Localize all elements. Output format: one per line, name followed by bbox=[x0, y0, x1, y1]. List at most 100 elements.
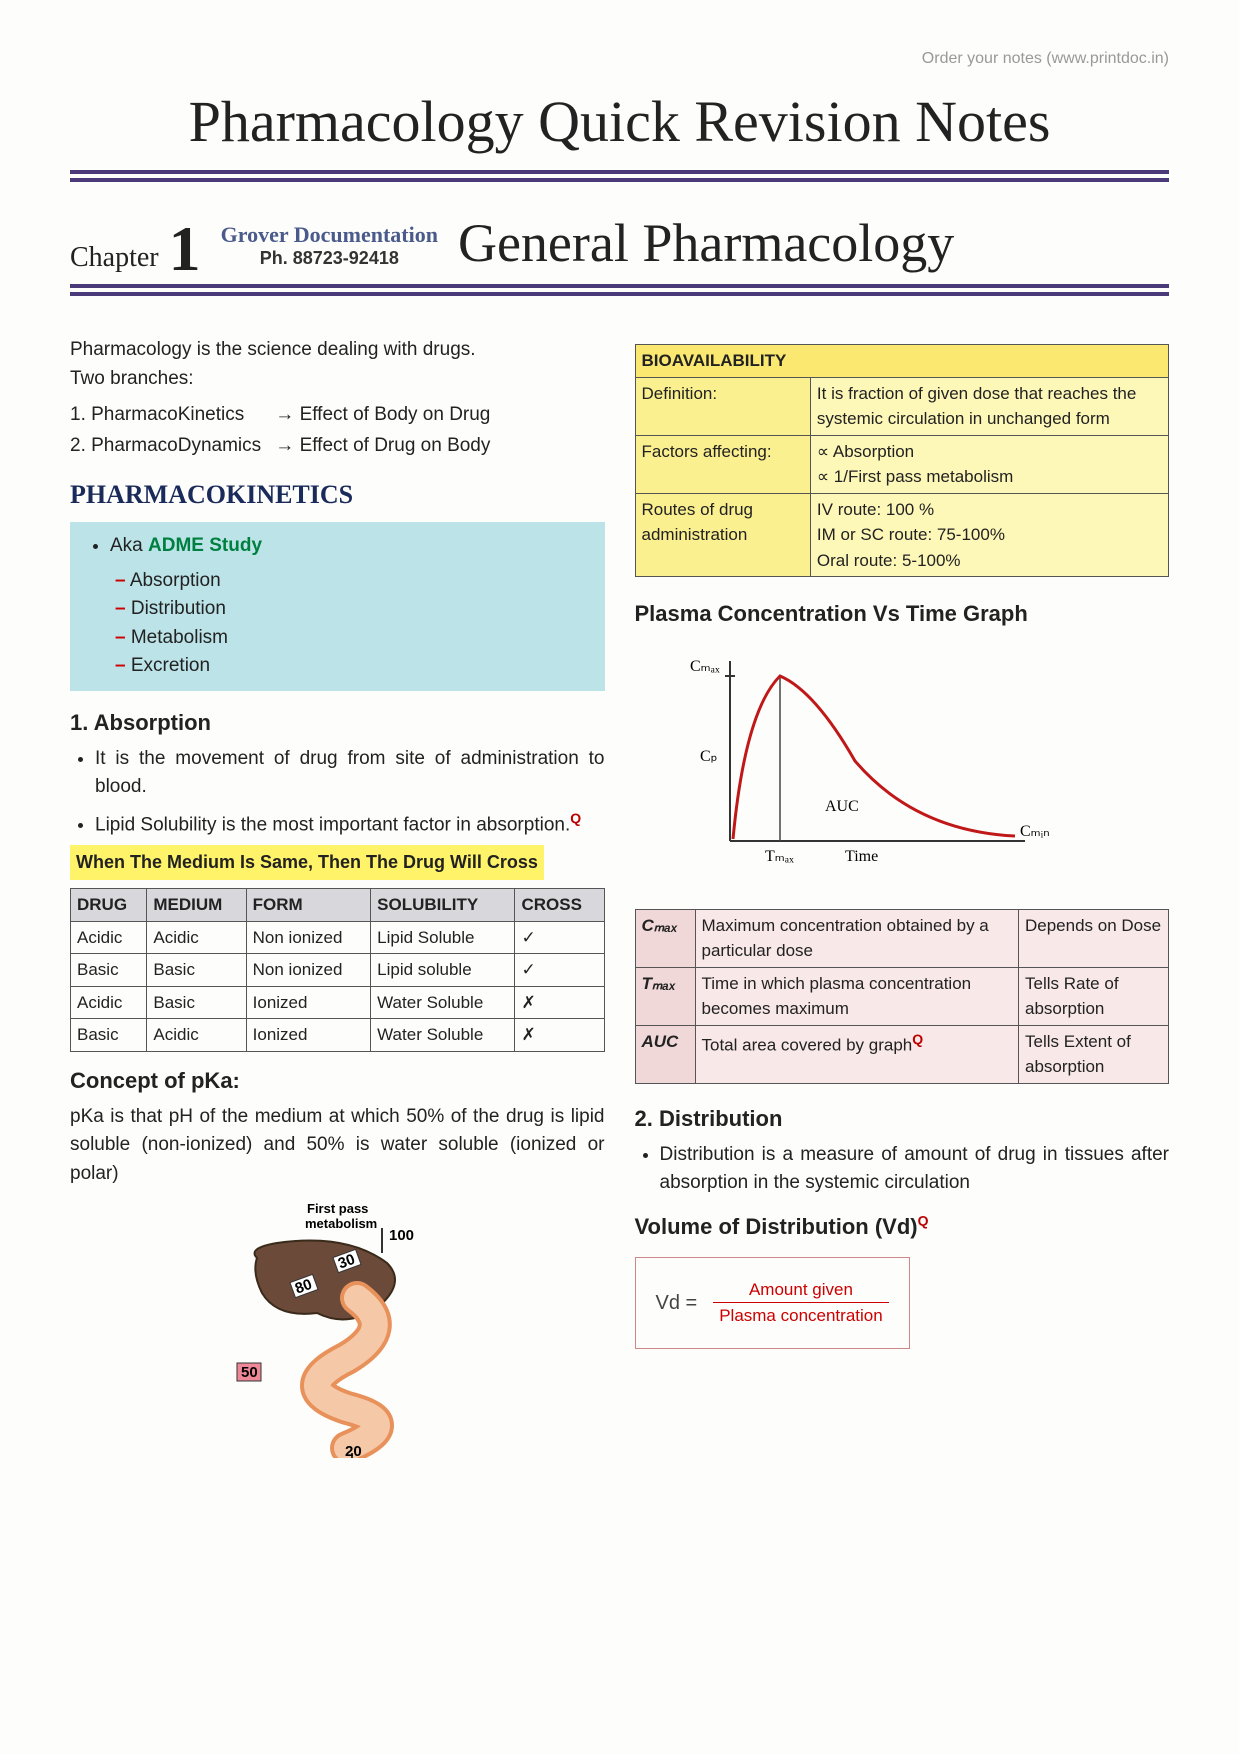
adme-a: Absorption bbox=[115, 567, 590, 596]
num-20: 20 bbox=[345, 1443, 362, 1458]
title-rule bbox=[70, 170, 1169, 182]
table-cell: Ionized bbox=[246, 1019, 371, 1052]
num-in: 100 bbox=[389, 1227, 414, 1244]
branches-list: 1. PharmacoKinetics → Effect of Body on … bbox=[70, 401, 605, 460]
table-cell: Acidic bbox=[71, 986, 147, 1019]
parameters-table: CₘₐₓMaximum concentration obtained by a … bbox=[635, 909, 1170, 1084]
pka-heading: Concept of pKa: bbox=[70, 1064, 605, 1097]
watermark-line1: Grover Documentation bbox=[221, 222, 438, 248]
absorption-bullet-1: It is the movement of drug from site of … bbox=[95, 745, 605, 802]
arrow-icon: → bbox=[275, 404, 294, 425]
table-row: Factors affecting:∝ Absorption ∝ 1/First… bbox=[635, 435, 1169, 493]
q-marker: Q bbox=[570, 810, 581, 826]
branch2-name: 2. PharmacoDynamics bbox=[70, 432, 270, 461]
table-header: FORM bbox=[246, 889, 371, 922]
branch1-name: 1. PharmacoKinetics bbox=[70, 401, 270, 430]
chapter-row: Chapter 1 Grover Documentation Ph. 88723… bbox=[70, 212, 1169, 274]
adme-label: ADME Study bbox=[148, 535, 262, 556]
liver-label-2: metabolism bbox=[305, 1216, 377, 1231]
table-row: CₘₐₓMaximum concentration obtained by a … bbox=[635, 909, 1169, 967]
watermark-line2: Ph. 88723-92418 bbox=[260, 248, 399, 269]
bio-title: BIOAVAILABILITY bbox=[635, 345, 1169, 378]
order-note: Order your notes (www.printdoc.in) bbox=[70, 50, 1169, 68]
right-column: BIOAVAILABILITY Definition:It is fractio… bbox=[635, 336, 1170, 1458]
table-row: TₘₐₓTime in which plasma concentration b… bbox=[635, 967, 1169, 1025]
table-header: MEDIUM bbox=[147, 889, 246, 922]
left-column: Pharmacology is the science dealing with… bbox=[70, 336, 605, 1458]
table-cell: Non ionized bbox=[246, 954, 371, 987]
cross-table: DRUGMEDIUMFORMSOLUBILITYCROSS AcidicAcid… bbox=[70, 888, 605, 1052]
table-cell: Lipid Soluble bbox=[371, 921, 515, 954]
table-row: Routes of drug administrationIV route: 1… bbox=[635, 493, 1169, 577]
cross-rule-highlight: When The Medium Is Same, Then The Drug W… bbox=[70, 845, 544, 880]
branch1-effect: Effect of Body on Drug bbox=[300, 404, 491, 425]
vd-denominator: Plasma concentration bbox=[713, 1303, 888, 1329]
arrow-icon: → bbox=[275, 435, 294, 456]
vd-heading-text: Volume of Distribution (Vd) bbox=[635, 1214, 918, 1239]
table-cell: Acidic bbox=[147, 921, 246, 954]
auc-label: AUC bbox=[825, 798, 859, 815]
tmax-label: Tₘₐₓ bbox=[765, 848, 794, 865]
absorption-b2-text: Lipid Solubility is the most important f… bbox=[95, 814, 570, 835]
chapter-rule bbox=[70, 284, 1169, 296]
table-header: CROSS bbox=[515, 889, 604, 922]
aka-text: Aka bbox=[110, 535, 148, 556]
chapter-label: Chapter bbox=[70, 242, 159, 274]
table-cell: Basic bbox=[71, 954, 147, 987]
bioavailability-table: BIOAVAILABILITY Definition:It is fractio… bbox=[635, 344, 1170, 577]
table-cell: IV route: 100 % IM or SC route: 75-100% … bbox=[810, 493, 1168, 577]
table-cell: Water Soluble bbox=[371, 1019, 515, 1052]
adme-m: Metabolism bbox=[115, 624, 590, 653]
table-cell: Acidic bbox=[147, 1019, 246, 1052]
table-row: BasicAcidicIonizedWater Soluble✗ bbox=[71, 1019, 605, 1052]
graph-title: Plasma Concentration Vs Time Graph bbox=[635, 597, 1170, 630]
chapter-title: General Pharmacology bbox=[448, 212, 1169, 274]
table-cell: ✓ bbox=[515, 954, 604, 987]
table-cell: Tₘₐₓ bbox=[635, 967, 695, 1025]
table-cell: It is fraction of given dose that reache… bbox=[810, 377, 1168, 435]
vd-formula: Vd = Amount given Plasma concentration bbox=[635, 1257, 910, 1349]
table-cell: Depends on Dose bbox=[1019, 909, 1169, 967]
table-row: BasicBasicNon ionizedLipid soluble✓ bbox=[71, 954, 605, 987]
table-cell: Basic bbox=[71, 1019, 147, 1052]
table-cell: Acidic bbox=[71, 921, 147, 954]
table-cell: Maximum concentration obtained by a part… bbox=[695, 909, 1019, 967]
table-cell: Non ionized bbox=[246, 921, 371, 954]
first-pass-diagram: First pass metabolism 100 30 80 50 20 bbox=[197, 1198, 477, 1458]
table-cell: Basic bbox=[147, 986, 246, 1019]
table-cell: Routes of drug administration bbox=[635, 493, 810, 577]
table-row: AUCTotal area covered by graphQTells Ext… bbox=[635, 1025, 1169, 1083]
table-cell: Water Soluble bbox=[371, 986, 515, 1019]
table-row: AcidicAcidicNon ionizedLipid Soluble✓ bbox=[71, 921, 605, 954]
distribution-bullet: Distribution is a measure of amount of d… bbox=[660, 1141, 1170, 1198]
table-cell: Total area covered by graphQ bbox=[695, 1025, 1019, 1083]
table-row: AcidicBasicIonizedWater Soluble✗ bbox=[71, 986, 605, 1019]
table-cell: Tells Rate of absorption bbox=[1019, 967, 1169, 1025]
table-cell: ✗ bbox=[515, 986, 604, 1019]
table-cell: Tells Extent of absorption bbox=[1019, 1025, 1169, 1083]
liver-label: First pass bbox=[307, 1201, 368, 1216]
vd-heading: Volume of Distribution (Vd)Q bbox=[635, 1210, 1170, 1243]
table-cell: ∝ Absorption ∝ 1/First pass metabolism bbox=[810, 435, 1168, 493]
table-cell: AUC bbox=[635, 1025, 695, 1083]
time-label: Time bbox=[845, 848, 878, 865]
adme-box: Aka ADME Study Absorption Distribution M… bbox=[70, 522, 605, 691]
adme-d: Distribution bbox=[115, 595, 590, 624]
table-cell: Time in which plasma concentration becom… bbox=[695, 967, 1019, 1025]
branch2-effect: Effect of Drug on Body bbox=[300, 435, 491, 456]
plasma-time-graph: Cₘₐₓ Cₚ AUC Cₘᵢₙ Tₘₐₓ Time bbox=[675, 651, 1055, 881]
adme-aka: Aka ADME Study bbox=[110, 532, 590, 561]
table-cell: Cₘₐₓ bbox=[635, 909, 695, 967]
pharmacokinetics-heading: PHARMACOKINETICS bbox=[70, 475, 605, 514]
table-cell: Definition: bbox=[635, 377, 810, 435]
table-cell: Lipid soluble bbox=[371, 954, 515, 987]
intro-text: Pharmacology is the science dealing with… bbox=[70, 336, 605, 365]
vd-lhs: Vd = bbox=[650, 1274, 708, 1332]
num-50: 50 bbox=[241, 1364, 258, 1381]
distribution-heading: 2. Distribution bbox=[635, 1102, 1170, 1135]
chapter-number: 1 bbox=[169, 223, 201, 274]
cp-label: Cₚ bbox=[700, 748, 718, 765]
table-header: DRUG bbox=[71, 889, 147, 922]
table-row: Definition:It is fraction of given dose … bbox=[635, 377, 1169, 435]
table-cell: Factors affecting: bbox=[635, 435, 810, 493]
